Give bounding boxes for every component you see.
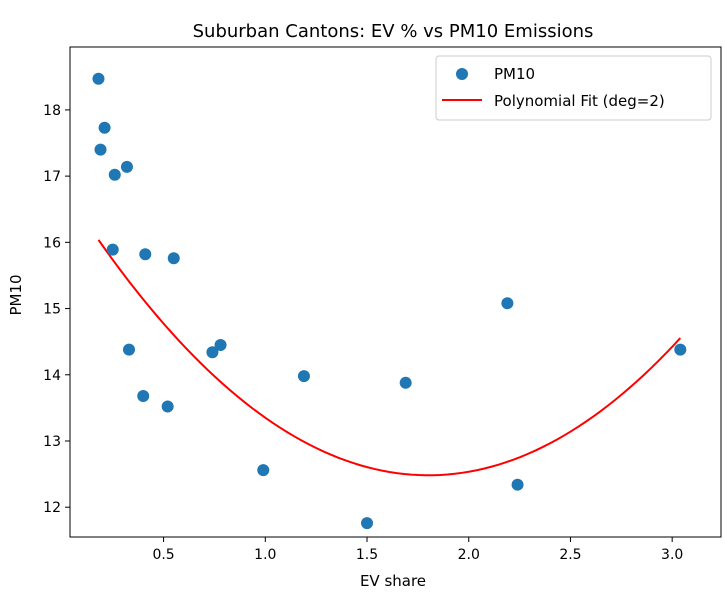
x-axis: 0.5 1.0 1.5 2.0 2.5 3.0 [152,537,683,563]
data-point-14 [257,464,270,477]
data-point-9 [123,343,135,356]
y-tick-label: 14 [43,368,61,384]
y-axis: 12 13 14 15 16 17 18 [43,103,70,516]
data-point-13 [214,338,227,351]
scatter-points-group [92,72,687,530]
x-axis-title: EV share [360,572,426,590]
data-point-4 [120,160,133,173]
data-point-16 [361,517,374,530]
y-tick-label: 18 [43,103,61,119]
data-point-15 [297,370,310,383]
data-point-3 [94,143,107,156]
data-point-2 [98,121,111,134]
data-point-6 [106,243,119,256]
x-tick-label: 0.5 [152,547,174,563]
legend-label-pm10: PM10 [494,65,535,83]
x-tick-label: 1.5 [356,547,378,563]
x-tick-label: 3.0 [661,547,683,563]
data-point-10 [137,389,150,402]
chart-title: Suburban Cantons: EV % vs PM10 Emissions [193,21,594,42]
plot-area [69,46,722,538]
data-point-19 [511,478,524,491]
x-tick-label: 2.5 [559,547,581,563]
data-point-11 [161,400,174,413]
data-point-1 [92,72,105,85]
data-point-18 [501,297,514,310]
legend: PM10 Polynomial Fit (deg=2) [435,55,712,121]
data-point-12 [206,346,219,359]
data-point-5 [108,168,121,181]
y-tick-label: 17 [43,169,61,185]
polynomial-fit-line [97,239,682,477]
legend-label-polynomial-fit: Polynomial Fit (deg=2) [494,92,665,110]
legend-scatter-marker [456,68,468,80]
y-axis-title: PM10 [7,274,25,315]
data-point-20 [674,343,687,356]
y-tick-label: 15 [43,302,61,318]
y-tick-label: 13 [43,434,61,450]
legend-box [435,55,712,121]
x-tick-label: 1.0 [254,547,276,563]
y-tick-label: 16 [43,235,61,251]
data-point-7 [139,248,152,261]
plot-frame [69,46,722,538]
fit-line-group [97,239,682,477]
data-point-17 [399,376,412,389]
data-point-8 [167,252,180,265]
y-tick-label: 12 [43,500,61,516]
x-tick-label: 2.0 [458,547,480,563]
